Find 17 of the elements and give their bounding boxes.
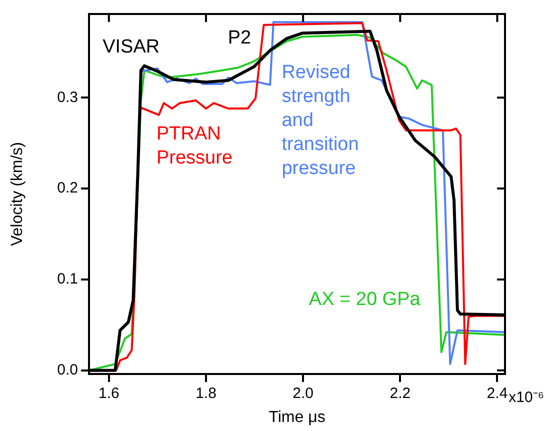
y-axis-title: Velocity (km/s) bbox=[9, 142, 26, 246]
x-tick-label: 1.6 bbox=[98, 385, 120, 402]
x-tick-label: 1.8 bbox=[196, 385, 216, 402]
x-tick-label: 2.0 bbox=[292, 385, 314, 402]
y-tick-label: 0.2 bbox=[57, 180, 78, 197]
x-tick-label: 2.4 bbox=[486, 385, 508, 402]
series-label: AX = 20 GPa bbox=[308, 289, 421, 310]
legend-label: VISAR bbox=[102, 36, 160, 58]
y-tick-label: 0.1 bbox=[57, 270, 78, 288]
text: x10⁻⁶ bbox=[508, 388, 544, 406]
y-tick-label: 0.3 bbox=[57, 88, 78, 106]
x-tick-label: 2.2 bbox=[390, 385, 411, 402]
y-tick-label: 0.0 bbox=[57, 362, 78, 379]
annotation: P2 bbox=[228, 27, 252, 48]
x-axis-title: Time μs bbox=[268, 408, 326, 426]
series-label: PTRAN Pressure bbox=[156, 124, 233, 169]
series-label: Revised strength and transition pressure bbox=[282, 62, 359, 179]
